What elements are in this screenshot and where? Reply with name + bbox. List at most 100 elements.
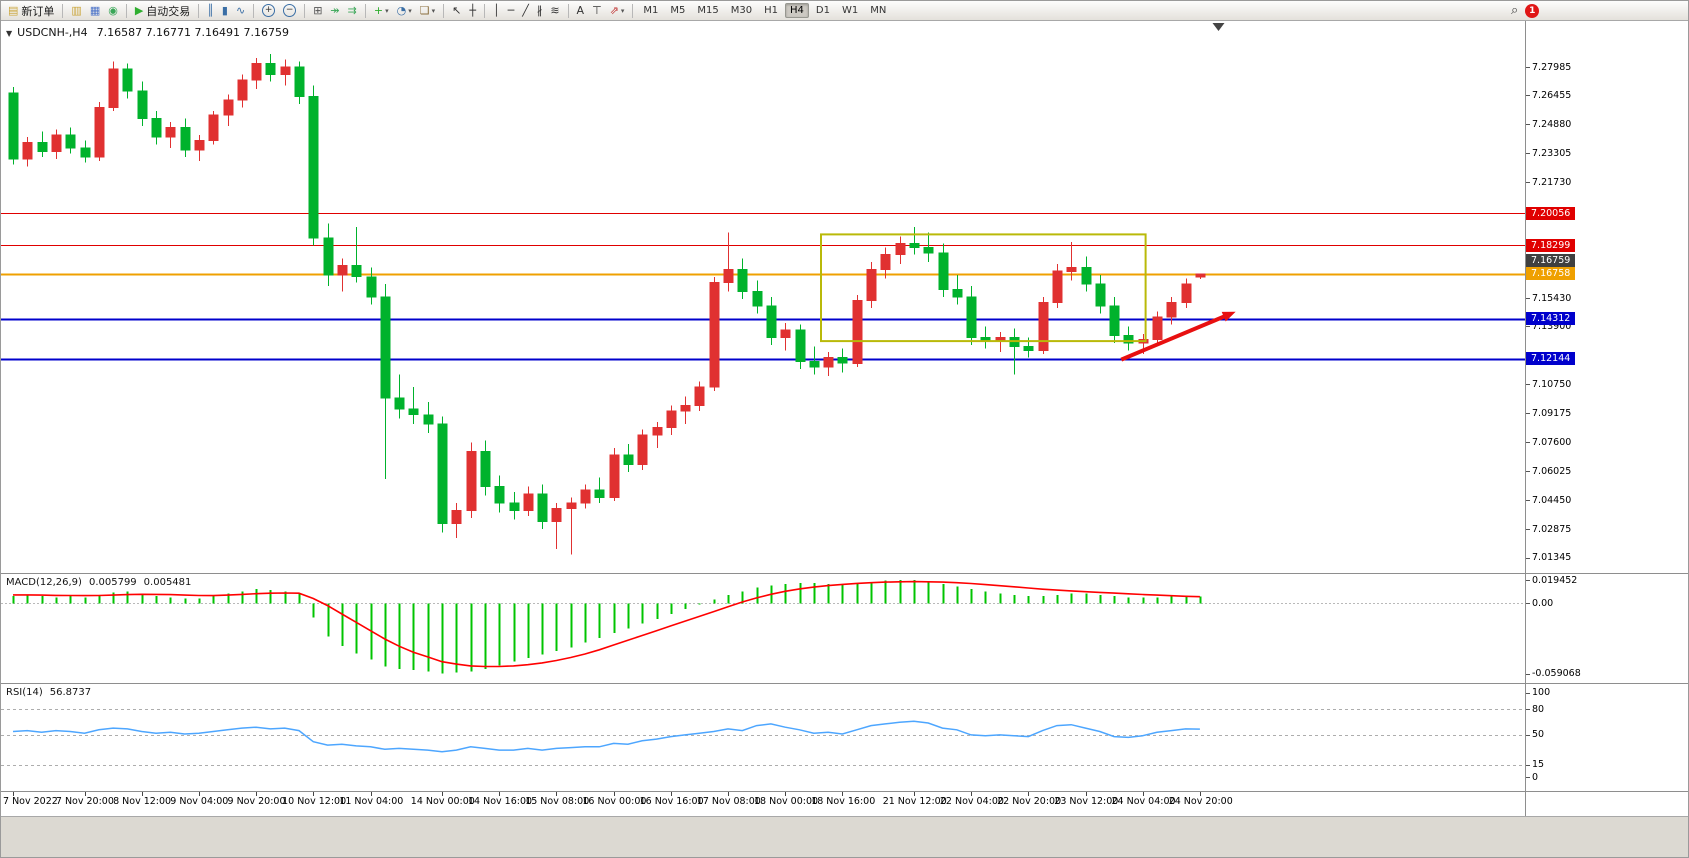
price-scale[interactable]: 7.27985 7.26455 7.24880 7.23305 7.21730 7.154… (1526, 1, 1688, 816)
timeframe-w1-button[interactable]: W1 (841, 5, 859, 16)
notification-badge[interactable]: 1 (1525, 4, 1540, 18)
cursor-button[interactable]: ↖ (448, 1, 465, 20)
auto-scroll-icon: ↠ (330, 3, 340, 17)
price-tick-label: 7.13900 (1532, 320, 1572, 332)
fibonacci-button[interactable]: ≋ (546, 1, 563, 20)
text-label-button[interactable]: ⊤ (588, 1, 606, 20)
consolidation-rectangle[interactable] (820, 233, 1147, 343)
autotrade-button[interactable]: ▶ 自动交易 (131, 1, 194, 20)
arrows-button[interactable]: ⇗ ▾ (606, 1, 629, 20)
rsi-tick-label: 80 (1532, 703, 1545, 715)
crosshair-button[interactable]: ┼ (465, 1, 480, 20)
tile-windows-button[interactable]: ⊞ (309, 1, 326, 20)
vertical-line-icon: │ (492, 3, 500, 17)
macd-main-value: 0.005799 (88, 577, 137, 588)
new-order-button[interactable]: ▤ 新订单 (4, 1, 58, 20)
charts-button[interactable]: ▥ (67, 1, 85, 20)
time-label: 14 Nov 00:00 (410, 796, 475, 807)
chart-menu-icon[interactable]: ▼ (6, 29, 13, 38)
chart-shift-button[interactable]: ⇉ (344, 1, 361, 20)
timeframe-m30-button[interactable]: M30 (730, 5, 753, 16)
hline-price-marker: 7.18299 (1526, 239, 1576, 252)
timeframe-mn-button[interactable]: MN (870, 5, 887, 16)
time-tick-mark (613, 792, 615, 796)
time-label: 16 Nov 16:00 (639, 796, 704, 807)
profiles-button[interactable]: ▦ (86, 1, 104, 20)
time-tick-mark (785, 792, 787, 796)
time-label: 21 Nov 12:00 (882, 796, 947, 807)
hline-price-marker: 7.14312 (1526, 312, 1576, 326)
time-label: 14 Nov 16:00 (468, 796, 533, 807)
main-chart[interactable] (1, 21, 1525, 573)
horizontal-lines[interactable] (1, 213, 1525, 361)
chevron-down-icon: ▾ (408, 6, 412, 15)
timeframe-h1-button[interactable]: H1 (764, 5, 779, 16)
toolbar-separator (483, 3, 485, 18)
time-label: 18 Nov 16:00 (811, 796, 876, 807)
timeframe-m15-button[interactable]: M15 (697, 5, 719, 16)
window-bottom-strip (1, 816, 1688, 857)
terminal-button[interactable]: ◉ (104, 1, 122, 20)
chart-symbol-period: USDCNH-,H4 (17, 26, 88, 39)
bar-chart-button[interactable]: ║ (203, 1, 218, 20)
time-label: 7 Nov 2022 (3, 796, 58, 807)
scale-tick-mark (1526, 580, 1530, 581)
time-label: 9 Nov 20:00 (227, 796, 286, 807)
timeframe-m5-button[interactable]: M5 (670, 5, 686, 16)
time-tick-mark (1085, 792, 1087, 796)
time-tick-mark (141, 792, 143, 796)
time-label: 10 Nov 12:00 (282, 796, 347, 807)
price-tick-label: 7.24880 (1532, 118, 1572, 130)
rsi-separator[interactable] (1, 683, 1688, 684)
new-order-icon: ▤ (8, 3, 19, 17)
chevron-down-icon: ▾ (620, 6, 625, 15)
scale-tick-mark (1526, 500, 1530, 502)
timeframe-m1-button[interactable]: M1 (643, 5, 659, 16)
auto-scroll-button[interactable]: ↠ (326, 1, 343, 20)
bar-chart-icon: ║ (207, 3, 214, 17)
indicators-icon: + (373, 3, 384, 17)
scale-tick-mark (1526, 709, 1530, 711)
hline-price-marker: 7.16758 (1526, 267, 1576, 281)
toolbar-separator (443, 3, 445, 18)
channel-button[interactable]: ∦ (533, 1, 547, 20)
timeframe-h4-button[interactable]: H4 (785, 3, 809, 18)
trend-arrow[interactable] (1120, 311, 1236, 362)
price-tick-label: 7.01345 (1532, 552, 1572, 563)
rsi-panel[interactable] (1, 684, 1525, 790)
scale-tick-mark (1526, 777, 1530, 779)
time-label: 11 Nov 04:00 (339, 796, 404, 807)
macd-separator[interactable] (1, 573, 1688, 574)
charts-icon: ▥ (71, 3, 82, 17)
price-tick-label: 7.27985 (1532, 61, 1572, 73)
vertical-line-button[interactable]: │ (489, 1, 504, 20)
search-icon[interactable]: ⌕ (1511, 3, 1519, 18)
chart-shift-marker[interactable] (1212, 23, 1225, 31)
time-tick-mark (198, 792, 200, 796)
toolbar-separator (198, 3, 200, 18)
macd-panel[interactable] (1, 574, 1525, 682)
time-label: 18 Nov 00:00 (754, 796, 819, 807)
line-chart-button[interactable]: ∿ (232, 1, 249, 20)
horizontal-line-button[interactable]: ─ (504, 1, 519, 20)
price-scale-separator (1525, 21, 1526, 816)
zoom-in-button[interactable]: + (258, 1, 279, 20)
macd-header: MACD(12,26,9) 0.005799 0.005481 (6, 577, 198, 588)
trendline-button[interactable]: ╱ (518, 1, 533, 20)
candlestick-chart-button[interactable]: ▮ (218, 1, 232, 20)
chart-title: ▼ USDCNH-,H4 7.16587 7.16771 7.16491 7.167… (6, 26, 289, 39)
text-button[interactable]: A (573, 1, 589, 20)
time-tick-mark (84, 792, 86, 796)
time-axis[interactable]: 7 Nov 2022 7 Nov 20:00 8 Nov 12:00 9 Nov 04… (1, 792, 1688, 816)
time-label: 24 Nov 04:00 (1111, 796, 1176, 807)
terminal-icon: ◉ (108, 3, 118, 17)
templates-button[interactable]: ❏ ▾ (416, 1, 439, 20)
macd-tick-label: 0.00 (1532, 597, 1554, 609)
indicators-button[interactable]: + ▾ (370, 1, 393, 20)
time-tick-mark (442, 792, 443, 796)
autotrade-play-icon: ▶ (134, 3, 144, 17)
periods-button[interactable]: ◔ ▾ (393, 1, 416, 20)
timeframe-d1-button[interactable]: D1 (815, 5, 830, 16)
time-tick-mark (13, 792, 14, 796)
zoom-out-button[interactable]: − (279, 1, 300, 20)
